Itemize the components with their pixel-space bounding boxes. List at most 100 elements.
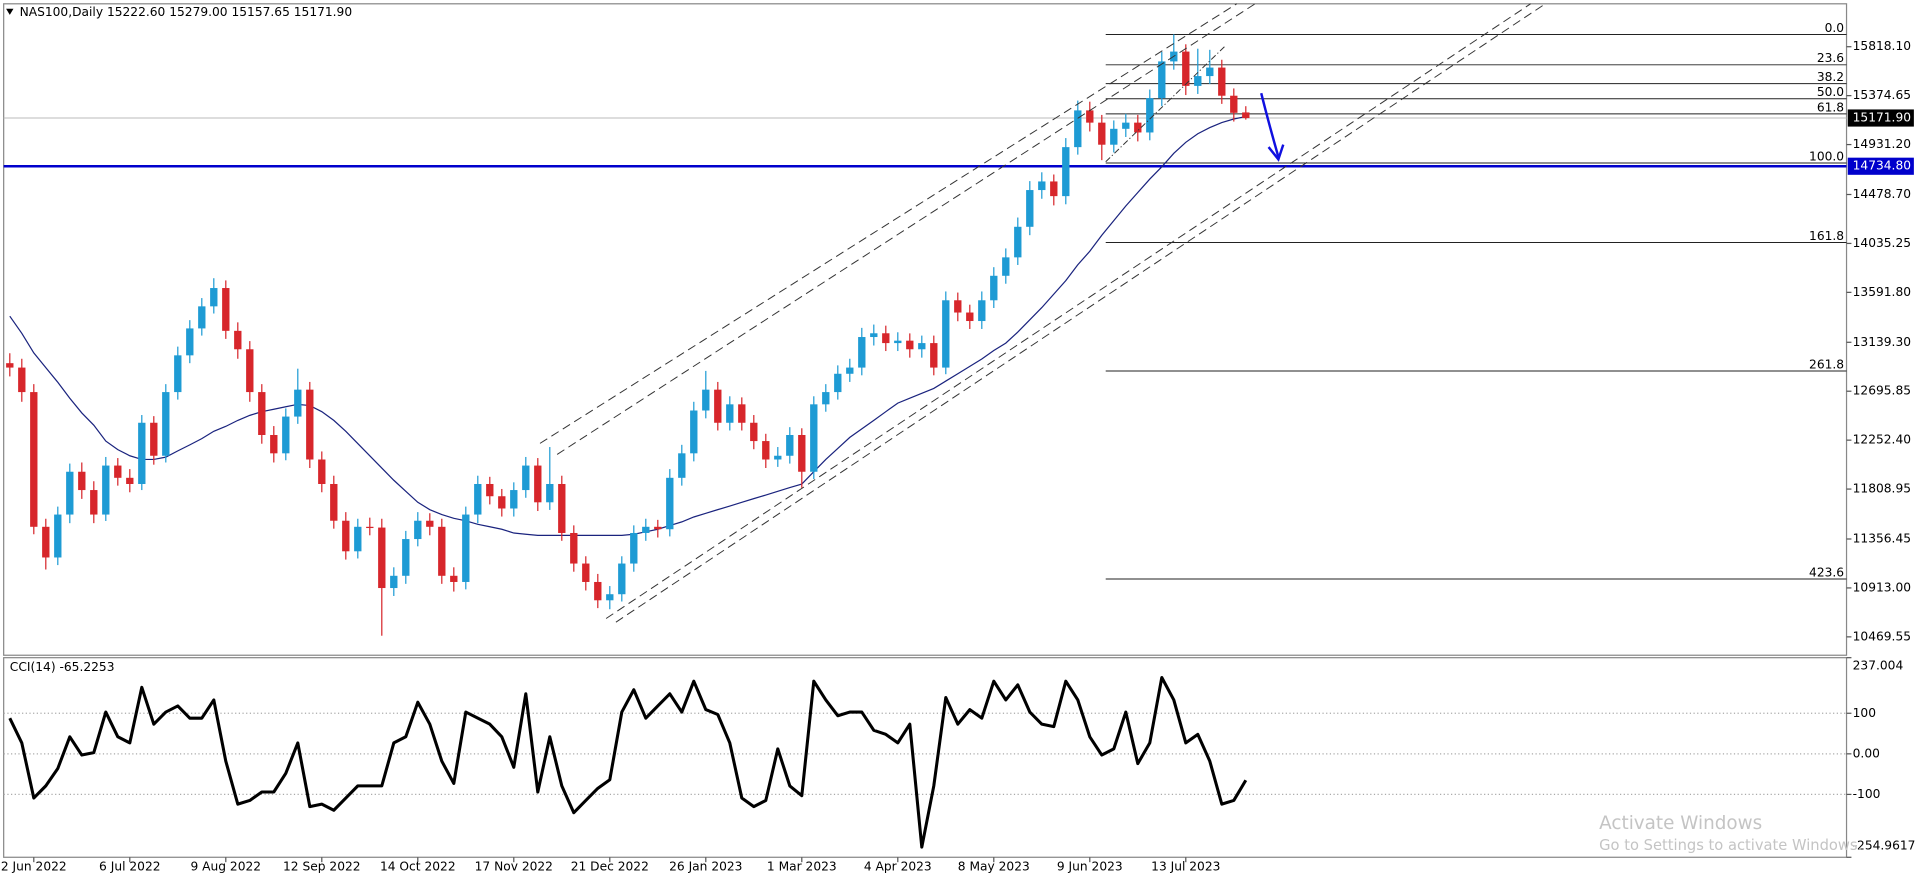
candle-body: [318, 459, 326, 484]
candle-body: [1026, 190, 1034, 227]
candle-body: [486, 483, 494, 497]
candle-body: [138, 422, 146, 484]
candle-body: [702, 389, 710, 411]
x-tick-label: 1 Mar 2023: [767, 860, 837, 874]
candle-body: [834, 373, 842, 393]
candle-body: [126, 477, 134, 484]
chart-header: NAS100,Daily 15222.60 15279.00 15157.65 …: [20, 5, 353, 19]
y-tick-label: 15818.10: [1853, 39, 1911, 53]
x-tick-label: 17 Nov 2022: [475, 860, 553, 874]
candle-body: [54, 514, 62, 558]
hline-price-box: [1847, 157, 1914, 175]
candle-body: [678, 453, 686, 478]
candle-body: [1230, 95, 1238, 113]
moving-average: [9, 115, 1246, 536]
candle-body: [954, 300, 962, 313]
candle-body: [534, 465, 542, 503]
candle-body: [606, 594, 614, 601]
candle-body: [858, 337, 866, 368]
candle-body: [618, 563, 626, 595]
candle-body: [1146, 98, 1154, 133]
candle-body: [114, 465, 122, 478]
candle-body: [870, 333, 878, 338]
candle-body: [258, 392, 266, 436]
x-tick-label: 2 Jun 2022: [1, 860, 67, 874]
candle-body: [306, 389, 314, 460]
fib-label: 0.0: [1825, 21, 1844, 35]
candle-body: [1062, 147, 1070, 197]
arrow-head: [1267, 144, 1285, 162]
fib-label: 161.8: [1809, 229, 1844, 243]
candle-body: [294, 389, 302, 417]
x-tick-label: 26 Jan 2023: [669, 860, 742, 874]
candle-body: [198, 306, 206, 329]
watermark-title: Activate Windows: [1599, 813, 1762, 834]
candle-body: [882, 333, 890, 344]
x-tick-label: 21 Dec 2022: [571, 860, 649, 874]
x-tick-label: 9 Jun 2023: [1057, 860, 1123, 874]
candle-body: [1218, 67, 1226, 96]
candle-body: [906, 340, 914, 350]
candle-body: [654, 526, 662, 530]
candle-body: [942, 300, 950, 368]
candle-body: [690, 410, 698, 454]
candle-body: [966, 312, 974, 322]
candle-body: [1242, 112, 1250, 119]
candle-body: [1098, 122, 1106, 145]
candle-body: [78, 471, 86, 491]
channel-line: [556, 3, 1256, 455]
x-tick-label: 4 Apr 2023: [864, 860, 932, 874]
y-tick-label: 14035.25: [1853, 236, 1911, 250]
price-panel: [3, 3, 1848, 656]
fib-label: 38.2: [1817, 70, 1844, 84]
candle-body: [162, 392, 170, 456]
channel-line: [539, 3, 1237, 444]
candle-body: [1182, 51, 1190, 86]
y-tick-label: 14931.20: [1853, 137, 1911, 151]
fib-label: 50.0: [1817, 85, 1844, 99]
candle-body: [1110, 128, 1118, 145]
channel-line: [605, 3, 1531, 619]
channel-lines: [539, 3, 1546, 623]
current-price-label: 15171.90: [1853, 111, 1911, 125]
candle-body: [894, 340, 902, 344]
candle-body: [378, 527, 386, 589]
y-tick-label: 10469.55: [1853, 629, 1911, 643]
fib-label: 423.6: [1809, 565, 1844, 579]
channel-line: [615, 3, 1546, 623]
hline-price-label: 14734.80: [1853, 159, 1911, 173]
candle-body: [210, 288, 218, 307]
candle-body: [1122, 122, 1130, 129]
x-tick-label: 6 Jul 2022: [99, 860, 160, 874]
candle-body: [570, 532, 578, 564]
x-tick-label: 14 Oct 2022: [380, 860, 456, 874]
y-tick-label: 15374.65: [1853, 88, 1911, 102]
cci-panel: [3, 657, 1848, 858]
candle-body: [750, 422, 758, 442]
candle-body: [666, 477, 674, 530]
y-tick-label: 237.004: [1853, 659, 1904, 673]
candle-body: [246, 349, 254, 393]
candle-body: [738, 404, 746, 423]
candle-body: [810, 404, 818, 472]
candle-body: [450, 575, 458, 582]
candle-body: [42, 526, 50, 558]
candle-body: [1074, 110, 1082, 148]
candle-body: [1158, 61, 1166, 99]
y-tick-label: 100: [1853, 706, 1876, 720]
cci-line: [8, 675, 1248, 849]
candle-body: [1194, 76, 1202, 86]
watermark-subtitle: Go to Settings to activate Windows.: [1599, 837, 1862, 854]
y-tick-label: -254.9617: [1853, 839, 1916, 853]
current-price-box: [1847, 109, 1914, 127]
candle-body: [714, 389, 722, 423]
candle-body: [90, 490, 98, 515]
menu-icon[interactable]: [6, 8, 14, 15]
arrow-shaft: [1260, 92, 1280, 158]
candle-body: [786, 435, 794, 456]
y-tick-label: 10913.00: [1853, 580, 1911, 594]
x-tick-label: 12 Sep 2022: [283, 860, 361, 874]
x-tick-label: 8 May 2023: [958, 860, 1030, 874]
